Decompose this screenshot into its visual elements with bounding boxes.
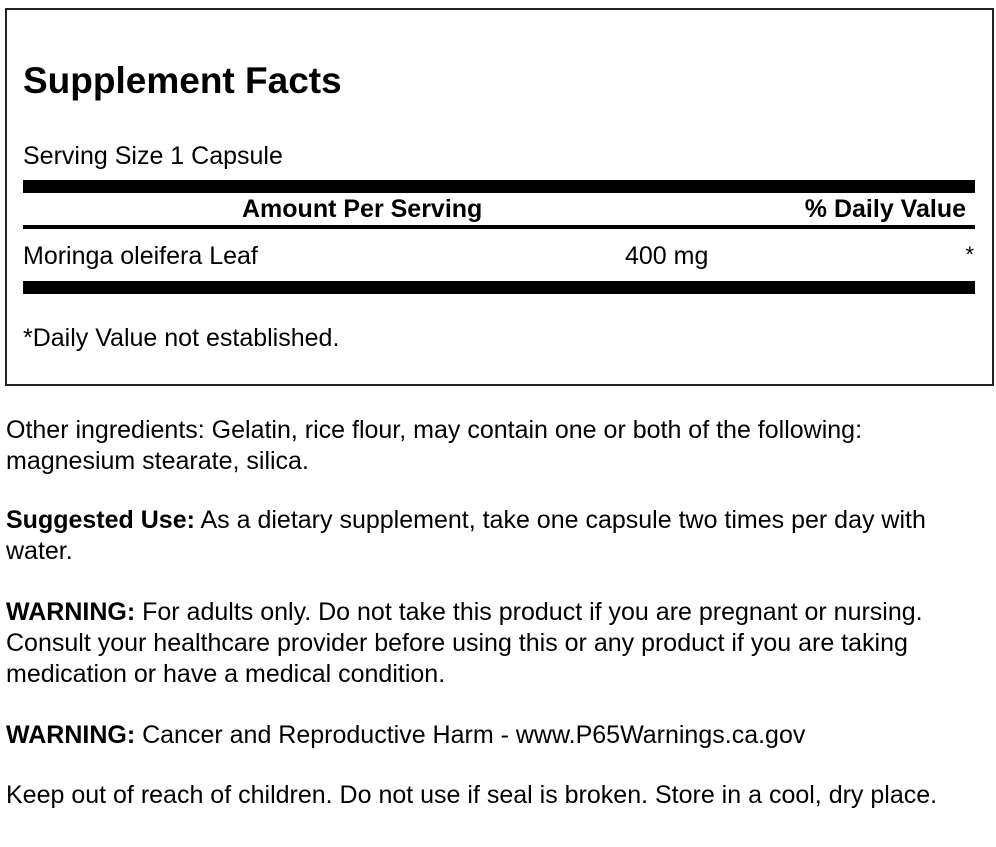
other-ingredients: Other ingredients: Gelatin, rice flour, … — [6, 416, 863, 475]
storage-instructions: Keep out of reach of children. Do not us… — [6, 781, 938, 809]
ingredient-name: Moringa oleifera Leaf — [23, 242, 258, 270]
footnote: *Daily Value not established. — [23, 324, 340, 352]
suggested-use: Suggested Use: As a dietary supplement, … — [6, 506, 926, 565]
warning-usage: WARNING: For adults only. Do not take th… — [6, 598, 923, 688]
panel-title: Supplement Facts — [23, 60, 342, 101]
header-amount: Amount Per Serving — [242, 195, 483, 223]
ingredient-amount: 400 mg — [625, 242, 709, 270]
serving-size: Serving Size 1 Capsule — [23, 142, 283, 170]
thick-divider — [23, 180, 975, 193]
thin-divider — [23, 225, 975, 229]
supplement-facts-panel — [5, 8, 994, 386]
thick-divider — [23, 281, 975, 294]
ingredient-dv: * — [965, 242, 974, 267]
warning-prop65: WARNING: Cancer and Reproductive Harm - … — [6, 721, 806, 749]
header-daily-value: % Daily Value — [804, 195, 966, 223]
